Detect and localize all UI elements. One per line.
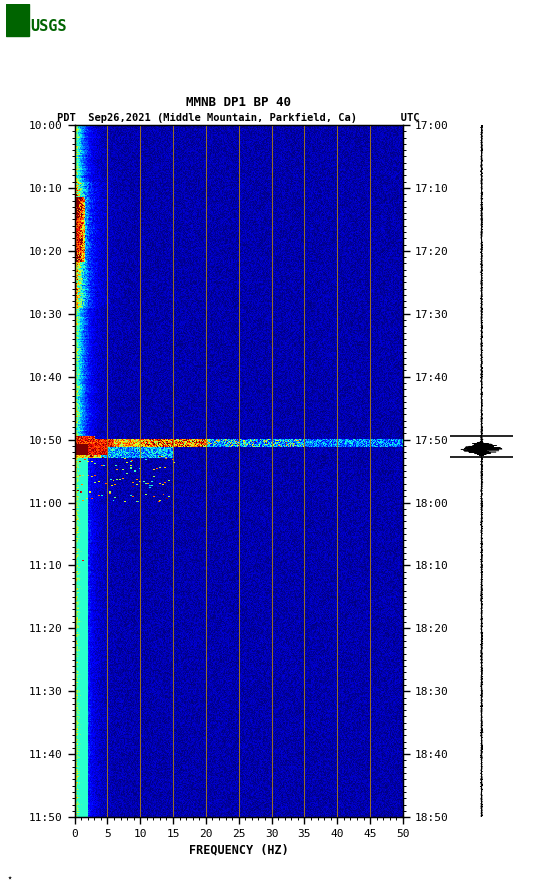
Bar (6, 4, 29, 36)
Text: MMNB DP1 BP 40: MMNB DP1 BP 40 (186, 96, 291, 109)
Text: USGS: USGS (31, 20, 67, 34)
Text: PDT  Sep26,2021 (Middle Mountain, Parkfield, Ca)       UTC: PDT Sep26,2021 (Middle Mountain, Parkfie… (57, 113, 420, 123)
X-axis label: FREQUENCY (HZ): FREQUENCY (HZ) (189, 843, 289, 856)
Text: $\star$: $\star$ (6, 872, 13, 882)
